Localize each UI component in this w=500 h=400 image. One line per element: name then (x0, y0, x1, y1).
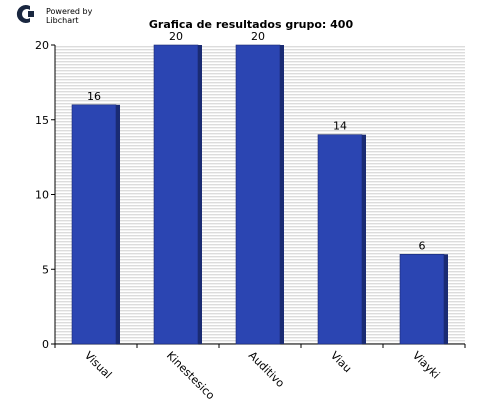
bar (71, 104, 117, 345)
libchart-text: Libchart (46, 16, 79, 25)
bar-value-label: 20 (169, 30, 183, 43)
bar-value-label: 14 (333, 120, 347, 133)
x-tick-label: Viau (328, 349, 354, 375)
bar-value-label: 20 (251, 30, 265, 43)
bar (235, 44, 281, 345)
y-tick-label: 5 (42, 263, 49, 276)
y-tick-label: 20 (35, 39, 49, 52)
bar-value-label: 16 (87, 90, 101, 103)
y-tick-label: 10 (35, 189, 49, 202)
x-tick-label: Visual (82, 349, 114, 381)
value-labels: 16 20 20 14 6 (87, 30, 426, 252)
y-tick-label: 15 (35, 114, 49, 127)
bar (153, 44, 199, 345)
x-axis-ticks: Visual Kinestesico Auditivo Viau Viayki (82, 349, 443, 400)
bar-shade (444, 254, 448, 344)
bar-value-label: 6 (419, 239, 426, 252)
x-tick-label: Viayki (410, 349, 443, 382)
bars (71, 44, 448, 345)
bar-visual (71, 104, 120, 345)
bar (399, 254, 445, 345)
y-tick-label: 0 (42, 338, 49, 351)
x-tick-label: Auditivo (246, 349, 287, 390)
y-axis-ticks: 0 5 10 15 20 (35, 39, 49, 351)
chart-title: Grafica de resultados grupo: 400 (149, 18, 354, 31)
libchart-logo: Powered by Libchart (16, 4, 93, 25)
bar-auditivo (235, 44, 284, 345)
powered-by-text: Powered by (46, 7, 93, 16)
bar-viau (317, 134, 366, 345)
bar-shade (116, 104, 120, 344)
libchart-logo-icon-square (28, 11, 34, 17)
bar-shade (362, 134, 366, 344)
bar-viayki (399, 254, 448, 345)
bar-shade (198, 45, 202, 344)
x-tick-label: Kinestesico (164, 349, 217, 400)
bar-shade (280, 45, 284, 344)
bar (317, 134, 363, 345)
libchart-logo-icon (16, 4, 30, 24)
bar-kinestesico (153, 44, 202, 345)
